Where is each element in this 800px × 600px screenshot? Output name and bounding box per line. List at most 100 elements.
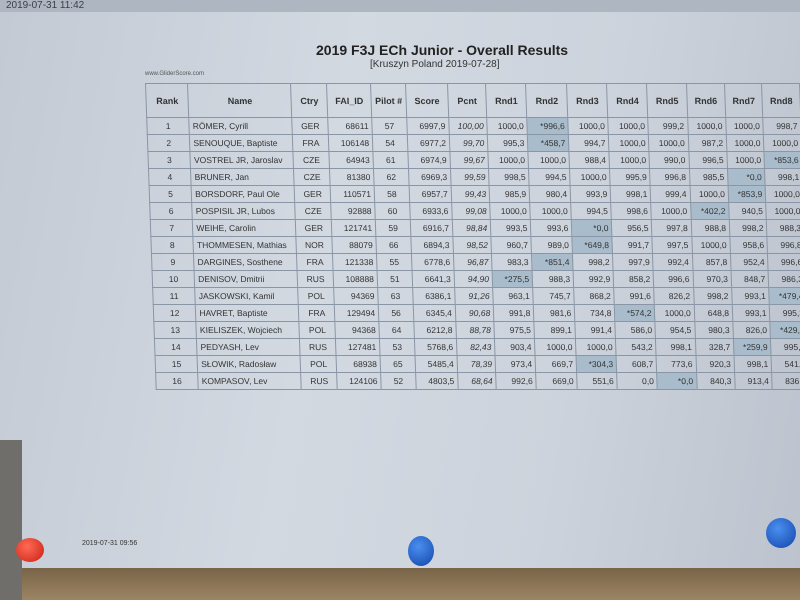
cell-rnd7: *259,9 [733, 338, 772, 356]
cell-rnd4: 956,5 [611, 219, 653, 237]
cell-rnd1: 992,6 [495, 372, 537, 390]
cell-rnd1: 993,5 [490, 219, 532, 237]
column-header-ctry: Ctry [290, 83, 328, 118]
table-row: 9 DARGINES, Sosthene FRA 121338 55 6778,6 96,8… [151, 253, 800, 271]
cell-name: KIELISZEK, Wojciech [196, 321, 300, 339]
column-header-fai-id: FAI_ID [326, 83, 372, 118]
cell-name: RÖMER, Cyrill [189, 117, 293, 135]
cell-rnd2: 899,1 [534, 321, 576, 339]
cell-rnd8: 995,3 [769, 304, 800, 322]
cell-rnd7: 993,1 [732, 304, 771, 322]
cell-pilot-: 53 [379, 338, 416, 356]
cell-score: 6212,8 [413, 321, 457, 339]
cell-score: 6997,9 [406, 117, 450, 135]
cell-rnd3: *304,3 [576, 355, 617, 373]
cell-rnd5: 999,2 [648, 117, 688, 135]
cell-name: BORSDORF, Paul Ole [191, 185, 296, 203]
cell-rnd3: 734,8 [574, 304, 616, 322]
table-row: 13 KIELISZEK, Wojciech POL 94368 64 6212,8 88,… [153, 321, 800, 339]
cell-rnd8: 998,7 [763, 117, 800, 135]
cell-rnd6: 970,3 [692, 270, 732, 288]
cell-rnd6: 1000,0 [689, 185, 729, 203]
cell-rnd5: 996,8 [649, 168, 690, 186]
column-header-pilot-: Pilot # [370, 83, 407, 118]
cell-rank: 2 [147, 134, 191, 152]
cell-rnd5: 773,6 [656, 355, 697, 373]
cell-fai-id: 124106 [336, 372, 382, 390]
cell-pcnt: 98,52 [452, 236, 492, 254]
frame-edge [0, 440, 22, 600]
cell-rnd2: 1000,0 [534, 338, 577, 356]
cell-pilot-: 63 [377, 287, 414, 305]
cell-rnd2: 988,3 [532, 270, 574, 288]
cell-rnd8: *429,7 [770, 321, 800, 339]
wooden-board [0, 568, 800, 600]
cell-rnd1: 991,8 [493, 304, 535, 322]
cell-rnd4: 858,2 [613, 270, 655, 288]
cell-rnd7: 913,4 [734, 372, 773, 390]
cell-rnd1: 1000,0 [488, 151, 529, 169]
cell-ctry: CZE [295, 202, 332, 220]
column-header-rnd6: Rnd6 [686, 83, 726, 118]
cell-rank: 16 [155, 372, 199, 390]
cell-rnd7: 998,2 [729, 219, 768, 237]
cell-rnd3: 988,4 [569, 151, 610, 169]
cell-rnd5: 997,5 [652, 236, 693, 254]
cell-score: 5485,4 [415, 355, 458, 373]
cell-ctry: FRA [292, 134, 330, 152]
cell-rnd1: 983,3 [491, 253, 533, 271]
cell-pcnt: 99,67 [449, 151, 489, 169]
cell-rnd1: 1000,0 [486, 117, 528, 135]
cell-ctry: GER [292, 117, 329, 135]
cell-score: 6386,1 [412, 287, 456, 305]
cell-name: HAVRET, Baptiste [195, 304, 300, 322]
cell-rnd3: 993,9 [570, 185, 612, 203]
cell-pilot-: 51 [377, 270, 413, 288]
table-row: 6 POSPISIL JR, Lubos CZE 92888 60 6933,6 99,08… [149, 202, 800, 220]
cell-pcnt: 82,43 [456, 338, 496, 356]
cell-fai-id: 88079 [332, 236, 377, 254]
cell-score: 6933,6 [409, 202, 453, 220]
cell-rnd8: 996,8 [767, 236, 800, 254]
cell-rnd5: 992,4 [652, 253, 693, 271]
cell-rnd1: 903,4 [494, 338, 536, 356]
cell-pilot-: 55 [376, 253, 413, 271]
column-header-rnd3: Rnd3 [566, 83, 609, 118]
cell-pcnt: 99,59 [450, 168, 490, 186]
table-row: 2 SENOUQUE, Baptiste FRA 106148 54 6977,2 99,7… [147, 134, 800, 152]
cell-rnd1: 973,4 [495, 355, 536, 373]
cell-ctry: CZE [293, 151, 330, 169]
cell-rnd2: 669,7 [535, 355, 577, 373]
cell-rnd8: *853,6 [764, 151, 800, 169]
cell-name: DARGINES, Sosthene [193, 253, 298, 271]
cell-rank: 10 [152, 270, 195, 288]
cell-rank: 14 [154, 338, 198, 356]
cell-pcnt: 99,70 [449, 134, 489, 152]
cell-pcnt: 88,78 [455, 321, 495, 339]
cell-pilot-: 60 [374, 202, 411, 220]
cell-rank: 12 [153, 304, 197, 322]
cell-rnd7: 940,5 [728, 202, 767, 220]
cell-rnd4: 998,1 [610, 185, 652, 203]
cell-rnd6: 980,3 [694, 321, 734, 339]
cell-rnd8: 541,6 [771, 355, 800, 373]
table-row: 7 WEIHE, Carolin GER 121741 59 6916,7 98,84 993… [150, 219, 800, 237]
cell-pcnt: 99,08 [451, 202, 491, 220]
results-sheet [0, 12, 800, 572]
cell-rnd5: 826,2 [654, 287, 694, 305]
cell-ctry: RUS [301, 372, 338, 390]
cell-rnd3: 868,2 [573, 287, 615, 305]
cell-score: 6894,3 [410, 236, 454, 254]
cell-rnd8: 1000,0 [765, 185, 800, 203]
cell-rnd4: 991,7 [612, 236, 653, 254]
cell-rnd7: 1000,0 [726, 151, 765, 169]
cell-fai-id: 127481 [335, 338, 381, 356]
cell-pcnt: 100,00 [448, 117, 488, 135]
cell-rnd8: 1000,0 [766, 202, 800, 220]
cell-rank: 3 [147, 151, 191, 169]
page-subtitle: [Kruszyn Poland 2019-07-28] [370, 59, 500, 70]
cell-rnd3: 1000,0 [575, 338, 617, 356]
cell-ctry: GER [294, 185, 331, 203]
cell-pcnt: 90,68 [455, 304, 495, 322]
cell-name: THOMMESEN, Mathias [193, 236, 297, 254]
